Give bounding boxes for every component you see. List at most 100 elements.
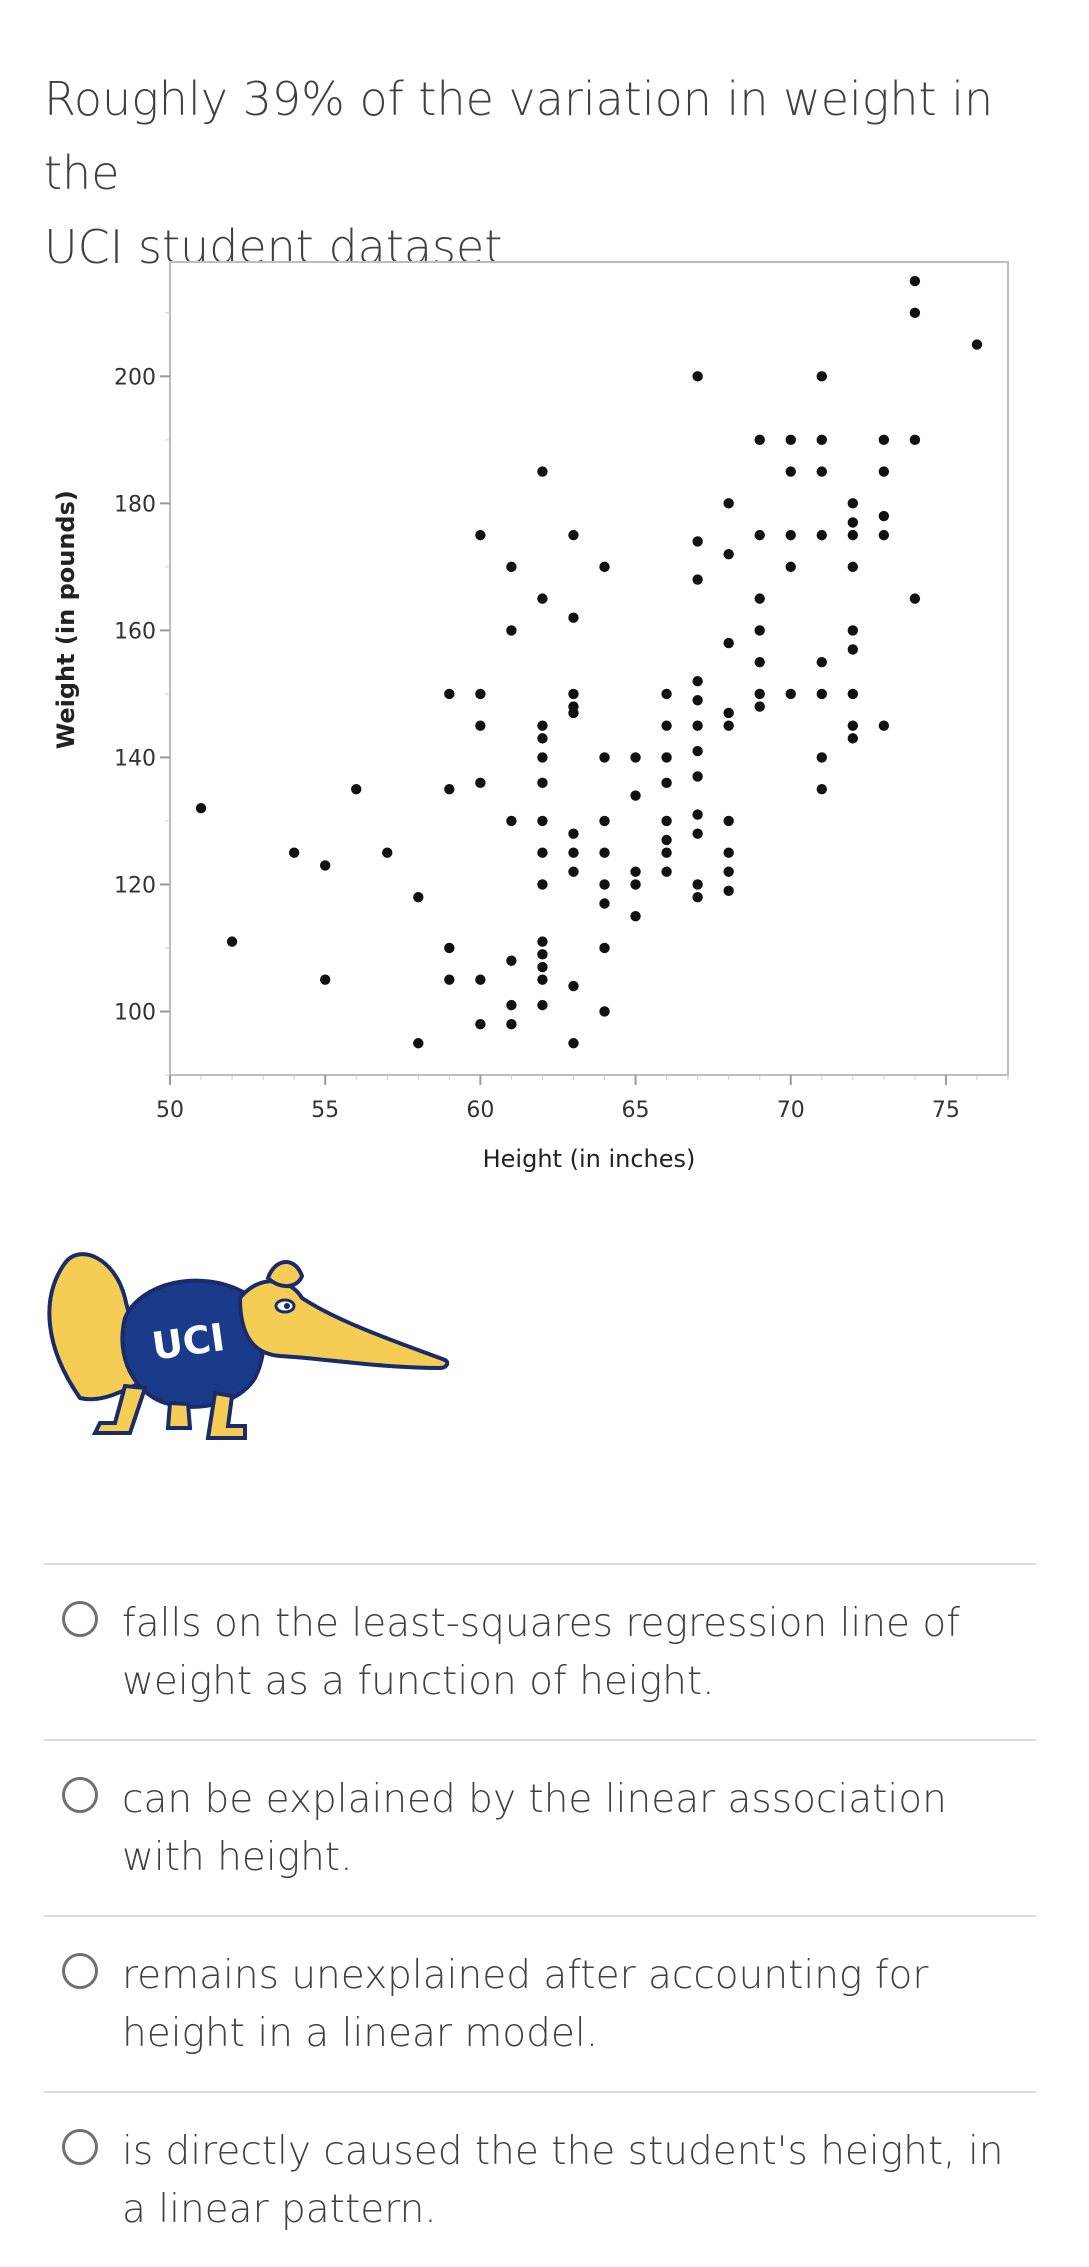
data-point [599, 942, 610, 954]
data-point [816, 466, 827, 477]
data-point [537, 466, 548, 477]
data-point [723, 866, 734, 877]
data-point [847, 517, 859, 528]
radio-button-1[interactable] [62, 1601, 98, 1637]
data-point [847, 688, 859, 700]
data-point [537, 999, 548, 1011]
data-point [630, 879, 641, 890]
data-point [816, 783, 827, 795]
data-point [878, 529, 890, 541]
x-tick-label: 75 [932, 1098, 960, 1123]
x-axis-title: Height (in inches) [483, 1145, 696, 1173]
data-point [475, 777, 486, 789]
data-point [506, 1018, 517, 1030]
data-point [816, 656, 827, 668]
data-point [537, 593, 548, 604]
radio-button-2[interactable] [62, 1777, 98, 1813]
answer-options: falls on the least-squares regression li… [44, 1563, 1036, 2267]
data-point [506, 561, 517, 573]
data-point [723, 707, 734, 719]
data-point [847, 625, 859, 636]
x-tick-label: 55 [311, 1098, 339, 1123]
data-point [754, 434, 765, 446]
data-point [785, 466, 796, 477]
data-point [444, 783, 455, 795]
x-tick-label: 60 [466, 1098, 494, 1123]
data-point [537, 936, 548, 947]
data-point [909, 307, 921, 319]
data-point [630, 866, 641, 877]
data-point [568, 828, 579, 839]
data-point [568, 1038, 579, 1049]
data-point [785, 434, 796, 446]
data-point [599, 752, 610, 763]
question-line-1: Roughly 39% of the variation in weight i… [44, 72, 994, 200]
data-point [568, 980, 579, 992]
data-point [475, 529, 486, 541]
answer-option-4-text: is directly caused the the student's hei… [122, 2129, 1004, 2232]
question-text: Roughly 39% of the variation in weight i… [44, 62, 1044, 284]
x-tick-label: 70 [777, 1098, 805, 1123]
scatter-plot-svg: 50 55 60 65 70 75 100 120 140 160 180 200 Height (in… [52, 261, 1009, 1173]
data-point [878, 466, 890, 477]
data-point [444, 688, 455, 700]
data-point [226, 936, 238, 947]
data-point [537, 733, 548, 744]
data-point [754, 625, 765, 636]
data-point [630, 790, 641, 801]
answer-option-4[interactable]: is directly caused the the student's hei… [44, 2091, 1036, 2267]
data-point [692, 891, 703, 903]
data-point [319, 974, 331, 985]
data-point [506, 955, 517, 966]
data-point [413, 1038, 424, 1049]
answer-option-1[interactable]: falls on the least-squares regression li… [44, 1563, 1036, 1739]
data-point [723, 815, 734, 827]
radio-button-3[interactable] [62, 1953, 98, 1989]
data-point [816, 688, 827, 700]
data-point [847, 529, 859, 541]
data-point [785, 688, 796, 700]
answer-option-3[interactable]: remains unexplained after accounting for… [44, 1915, 1036, 2091]
data-point [785, 529, 796, 541]
x-tick-label: 65 [622, 1098, 650, 1123]
data-point [692, 574, 703, 585]
data-point [288, 847, 300, 858]
data-point [692, 536, 703, 547]
data-point [723, 498, 734, 509]
data-point [723, 548, 734, 560]
scatter-chart: 50 55 60 65 70 75 100 120 140 160 180 200 Height (in… [40, 250, 1020, 1180]
data-point [568, 707, 579, 719]
data-point [568, 688, 579, 700]
data-point [537, 752, 548, 763]
data-point [506, 625, 517, 636]
y-tick-label: 200 [114, 365, 156, 390]
data-point [506, 815, 517, 827]
data-point [692, 371, 703, 382]
data-point [537, 961, 548, 973]
data-point [630, 752, 641, 763]
uci-anteater-logo: UCI [40, 1228, 460, 1458]
x-tick-label: 50 [156, 1098, 184, 1123]
data-point [661, 688, 672, 700]
data-point [475, 688, 486, 700]
data-point [816, 529, 827, 541]
data-point [692, 720, 703, 731]
data-point [599, 879, 610, 890]
radio-button-4[interactable] [62, 2129, 98, 2165]
answer-option-2[interactable]: can be explained by the linear associati… [44, 1739, 1036, 1915]
data-point [382, 847, 393, 858]
data-point [878, 510, 890, 522]
data-point [506, 999, 517, 1011]
data-point [754, 656, 765, 668]
data-point [537, 879, 548, 890]
data-point [909, 434, 921, 446]
data-point [847, 644, 859, 655]
data-point [661, 834, 672, 846]
data-point [878, 434, 890, 446]
data-point [692, 745, 703, 757]
data-point [692, 809, 703, 820]
data-point [909, 275, 921, 287]
data-point [754, 529, 765, 541]
data-point [816, 434, 827, 446]
anteater-mascot-image: UCI [47, 1252, 450, 1440]
